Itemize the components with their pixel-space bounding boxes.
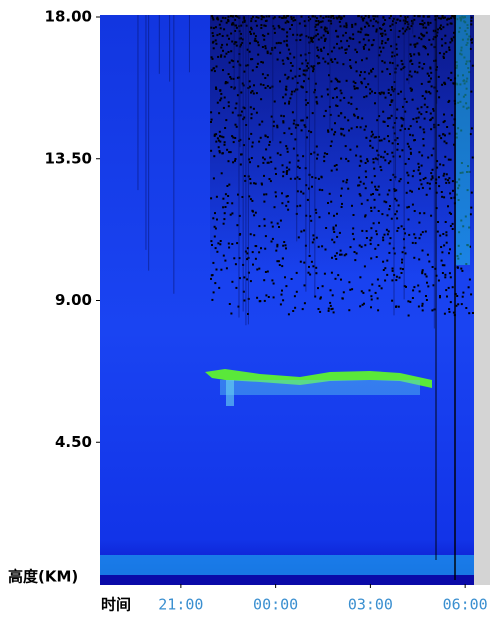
- lidar-image: [100, 15, 490, 585]
- x-tick-label: 06:00: [443, 596, 488, 614]
- y-tick-label: 13.50: [45, 149, 92, 167]
- y-tick-label: 9.00: [55, 291, 92, 309]
- y-tick-label: 18.00: [45, 8, 92, 26]
- y-tick-label: 4.50: [55, 433, 92, 451]
- x-tick-label: 21:00: [158, 596, 203, 614]
- axes: 18.00 13.50 9.00 4.50 21:00 00:00 03:00 06:00: [45, 8, 488, 614]
- x-tick-label: 03:00: [348, 596, 393, 614]
- x-tick-label: 00:00: [253, 596, 298, 614]
- x-axis-label: 时间: [101, 596, 131, 614]
- y-axis-label: 高度(KM): [8, 568, 78, 586]
